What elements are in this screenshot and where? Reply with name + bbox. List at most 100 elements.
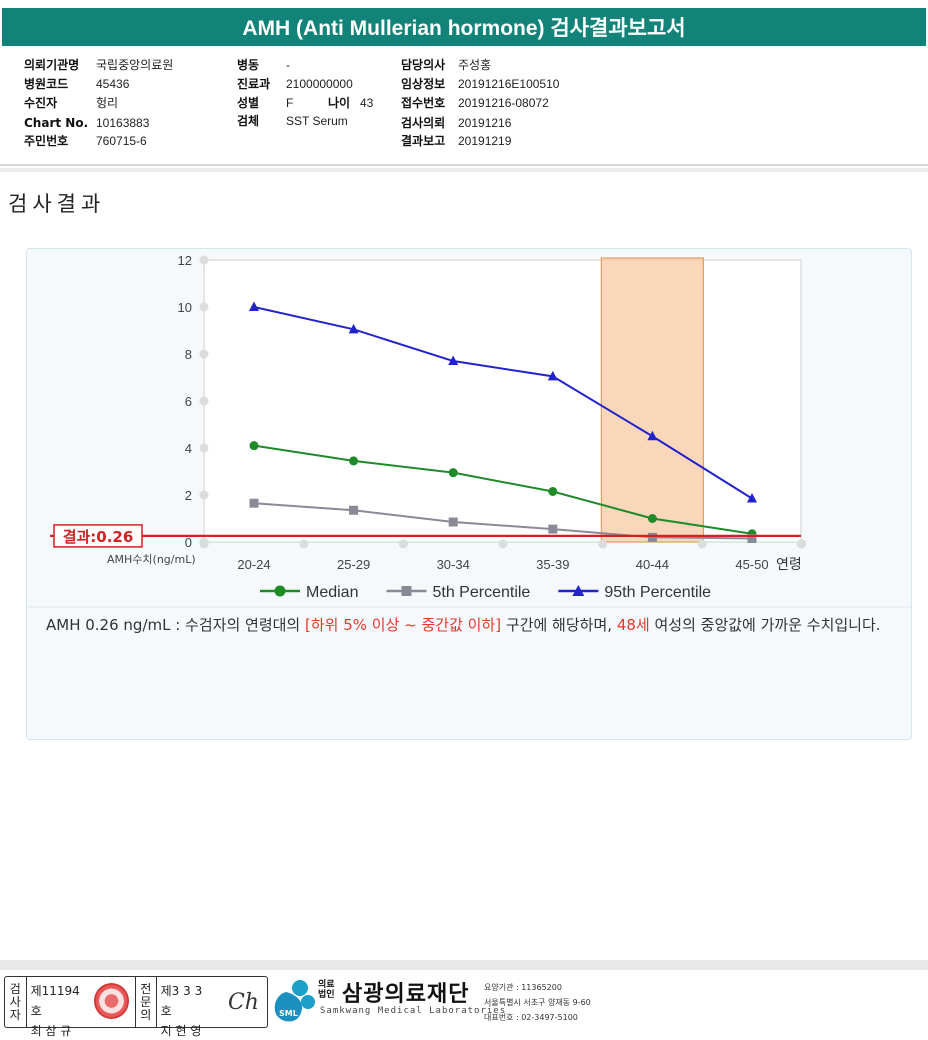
info-value: F: [286, 96, 294, 110]
info-label: 결과보고: [401, 134, 446, 148]
section-title: 검사결과: [8, 192, 106, 216]
info-label: 병동: [237, 58, 260, 72]
description-text: AMH 0.26 ng/mL : 수검자의 연령대의: [46, 616, 305, 634]
info-label: 임상정보: [401, 77, 446, 91]
description-age: 48세: [616, 616, 650, 634]
signature: Ch: [227, 989, 259, 1015]
data-point: [548, 524, 558, 534]
x-tick-label: 20-24: [237, 557, 270, 572]
x-tick-label: 35-39: [536, 557, 569, 572]
x-tick-dot: [199, 539, 209, 549]
y-tick-dot: [199, 302, 209, 312]
info-value: 주성홍: [458, 58, 492, 72]
patient-info: 의뢰기관명 국립중앙의료원 병원코드 45436 수진자 헝리 Chart No…: [0, 48, 928, 164]
legend-label: Median: [306, 584, 358, 601]
seal-stamp: [93, 983, 130, 1019]
info-label: 병원코드: [24, 77, 69, 91]
data-point: [249, 498, 259, 508]
series-line: [253, 502, 753, 540]
legend-label: 5th Percentile: [432, 584, 530, 601]
info-label: 성별: [237, 96, 260, 110]
inspector-block: 제11194호 최 삼 규: [27, 977, 94, 1038]
x-tick-label: 25-29: [337, 557, 370, 572]
x-tick-dot: [796, 539, 806, 549]
info-value: 헝리: [96, 96, 119, 110]
data-point: [448, 355, 459, 366]
specialist-block: 제3 3 3 호 지 현 영: [157, 977, 220, 1038]
data-point: [647, 514, 657, 523]
y-tick-label: 4: [185, 441, 192, 456]
info-label: 주민번호: [24, 134, 69, 148]
x-axis-suffix: 연령: [776, 557, 802, 573]
info-value: SST Serum: [286, 114, 348, 128]
y-tick-dot: [199, 396, 209, 406]
info-value: 10163883: [96, 116, 150, 130]
result-label: 결과:0.26: [63, 528, 134, 546]
info-label: 검사의뢰: [401, 116, 446, 130]
info-value: 45436: [96, 77, 130, 91]
inspector-name: 최 삼 규: [30, 1024, 72, 1038]
x-tick-label: 30-34: [437, 557, 470, 572]
legend-marker: [401, 586, 412, 596]
y-tick-label: 6: [185, 394, 192, 409]
info-label: 접수번호: [401, 96, 446, 110]
info-label: 수진자: [24, 96, 58, 110]
specialist-name: 지 현 영: [160, 1024, 202, 1038]
org-prefix: 의료법인: [318, 980, 335, 1000]
sml-badge: SML: [279, 1009, 298, 1018]
divider: [0, 164, 928, 166]
info-value: 20191216: [458, 116, 512, 130]
data-point: [448, 468, 458, 478]
info-value: 2100000000: [286, 77, 353, 91]
highlight-band: [600, 257, 705, 543]
x-tick-label: 45-50: [735, 557, 768, 572]
info-label: 의뢰기관명: [24, 58, 80, 72]
data-point: [647, 430, 658, 441]
data-point: [249, 441, 259, 451]
x-tick-dot: [598, 539, 608, 549]
data-point: [448, 517, 458, 527]
info-label: 담당의사: [401, 58, 446, 72]
legend-label: 95th Percentile: [604, 584, 711, 601]
data-point: [547, 370, 558, 381]
y-axis-unit-label: AMH수치(ng/mL): [107, 553, 196, 566]
x-tick-dot: [398, 539, 408, 549]
divider: [0, 168, 928, 172]
y-tick-dot: [199, 443, 209, 453]
org-contact: 요양기관 : 11365200 서울특별시 서초구 양재동 9-60 대표번호 …: [484, 980, 591, 1025]
data-point: [647, 532, 657, 542]
data-point: [548, 486, 558, 496]
report-title: AMH (Anti Mullerian hormone) 검사결과보고서: [2, 8, 926, 46]
x-tick-dot: [697, 539, 707, 549]
result-description: AMH 0.26 ng/mL : 수검자의 연령대의 [하위 5% 이상 ~ 중…: [46, 612, 906, 638]
data-point: [349, 505, 359, 515]
x-tick-dot: [498, 539, 508, 549]
data-point: [348, 323, 359, 334]
org-logo: SML 의료법인 삼광의료재단 Samkwang Medical Laborat…: [270, 976, 610, 1028]
info-value: 760715-6: [96, 134, 147, 148]
x-tick-label: 40-44: [636, 557, 669, 572]
info-value: 20191216-08072: [458, 96, 549, 110]
org-english-name: Samkwang Medical Laboratories: [320, 1006, 507, 1016]
description-range: [하위 5% 이상 ~ 중간값 이하]: [305, 616, 502, 634]
info-value: -: [286, 58, 290, 72]
legend-marker: [274, 585, 286, 597]
data-point: [349, 456, 359, 466]
age-value: 43: [360, 96, 374, 110]
plot-area: [203, 259, 802, 543]
y-tick-label: 0: [185, 535, 192, 550]
info-value: 20191216E100510: [458, 77, 560, 91]
info-label: Chart No.: [24, 116, 89, 130]
description-text: 구간에 해당하며,: [501, 616, 617, 634]
inspector-number: 제11194호: [30, 984, 80, 1018]
footer-divider: [0, 960, 928, 970]
y-tick-label: 12: [178, 253, 192, 268]
y-tick-label: 2: [185, 488, 192, 503]
amh-chart: 0 2 4 6 8 10 12 20-24 25-29 30-34 35-39 40-44 45-50 연…: [27, 253, 911, 608]
org-phone: 대표번호 : 02-3497-5100: [484, 1013, 578, 1022]
y-tick-dot: [199, 255, 209, 265]
